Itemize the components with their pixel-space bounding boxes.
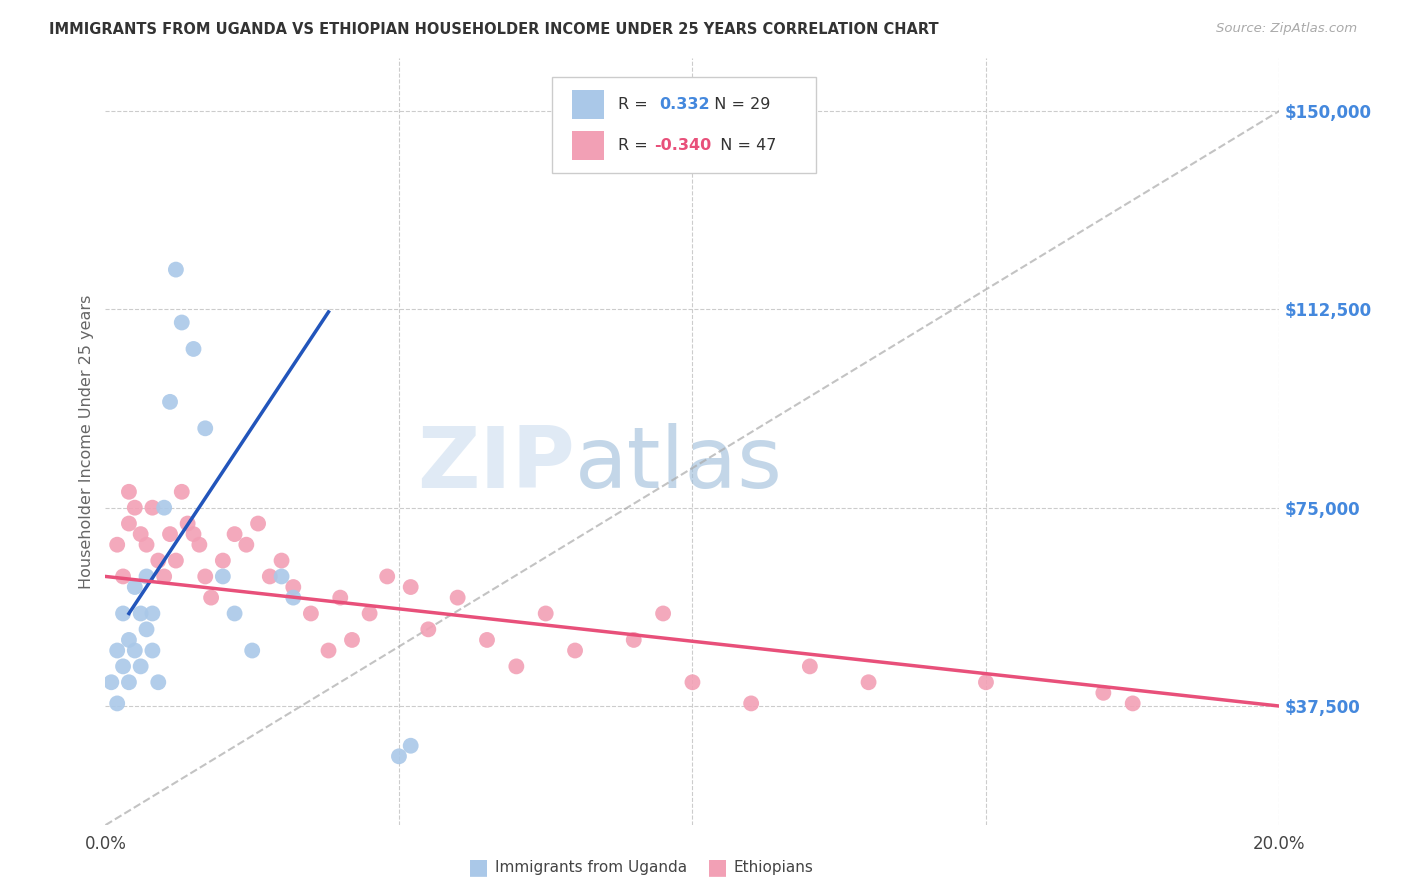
Point <box>1092 686 1115 700</box>
Point <box>118 516 141 531</box>
Text: ZIP: ZIP <box>418 423 575 506</box>
Point <box>375 569 398 583</box>
Point <box>534 607 557 621</box>
Point <box>183 527 205 541</box>
Text: R =: R = <box>619 138 654 153</box>
Point <box>259 569 281 583</box>
Point <box>447 591 470 605</box>
Point <box>240 643 263 657</box>
Point <box>112 659 135 673</box>
Point <box>283 591 305 605</box>
Point <box>359 607 381 621</box>
Point <box>564 643 586 657</box>
Point <box>159 395 181 409</box>
Point <box>124 643 146 657</box>
Point <box>135 569 157 583</box>
Text: R =: R = <box>619 97 658 112</box>
Text: IMMIGRANTS FROM UGANDA VS ETHIOPIAN HOUSEHOLDER INCOME UNDER 25 YEARS CORRELATIO: IMMIGRANTS FROM UGANDA VS ETHIOPIAN HOUS… <box>49 22 939 37</box>
Point <box>170 316 193 330</box>
Point <box>105 643 128 657</box>
Point <box>141 643 163 657</box>
Bar <box>571 90 605 120</box>
Text: -0.340: -0.340 <box>654 138 711 153</box>
Point <box>682 675 704 690</box>
Point <box>247 516 270 531</box>
Text: ■: ■ <box>707 857 727 877</box>
Point <box>270 553 292 567</box>
Point <box>100 675 122 690</box>
Point <box>165 553 187 567</box>
Point <box>135 623 157 637</box>
Point <box>129 527 152 541</box>
Point <box>129 659 152 673</box>
Point <box>112 569 135 583</box>
Point <box>194 569 217 583</box>
Point <box>235 538 257 552</box>
Point <box>283 580 305 594</box>
Point <box>170 484 193 499</box>
Point <box>388 749 411 764</box>
Point <box>211 553 233 567</box>
Text: Immigrants from Uganda: Immigrants from Uganda <box>495 860 688 874</box>
Point <box>124 500 146 515</box>
Point <box>740 697 762 711</box>
Point <box>194 421 217 435</box>
Point <box>858 675 880 690</box>
Text: N = 47: N = 47 <box>710 138 776 153</box>
Point <box>148 553 170 567</box>
Point <box>105 538 128 552</box>
Point <box>399 739 422 753</box>
Text: Source: ZipAtlas.com: Source: ZipAtlas.com <box>1216 22 1357 36</box>
Point <box>270 569 292 583</box>
Point <box>418 623 440 637</box>
Point <box>176 516 198 531</box>
Point <box>183 342 205 356</box>
Y-axis label: Householder Income Under 25 years: Householder Income Under 25 years <box>79 294 94 589</box>
Point <box>318 643 340 657</box>
Point <box>118 675 141 690</box>
Text: 0.332: 0.332 <box>659 97 710 112</box>
Point <box>399 580 422 594</box>
Point <box>129 607 152 621</box>
Point <box>211 569 233 583</box>
Point <box>141 500 163 515</box>
Point <box>974 675 997 690</box>
Text: atlas: atlas <box>575 423 783 506</box>
Point <box>329 591 352 605</box>
Point <box>224 527 246 541</box>
Point <box>340 632 363 647</box>
Point <box>124 580 146 594</box>
Text: N = 29: N = 29 <box>704 97 770 112</box>
Point <box>153 500 176 515</box>
Point <box>200 591 222 605</box>
Point <box>475 632 498 647</box>
FancyBboxPatch shape <box>551 77 815 173</box>
Point <box>153 569 176 583</box>
Point <box>799 659 821 673</box>
Text: ■: ■ <box>468 857 488 877</box>
Point <box>135 538 157 552</box>
Point <box>118 484 141 499</box>
Point <box>112 607 135 621</box>
Point <box>652 607 675 621</box>
Point <box>505 659 527 673</box>
Point <box>1122 697 1144 711</box>
Point <box>188 538 211 552</box>
Point <box>141 607 163 621</box>
Point <box>299 607 322 621</box>
Point <box>118 632 141 647</box>
Point <box>165 262 187 277</box>
Point <box>148 675 170 690</box>
Point <box>623 632 645 647</box>
Point <box>159 527 181 541</box>
Bar <box>571 131 605 160</box>
Point <box>224 607 246 621</box>
Text: Ethiopians: Ethiopians <box>734 860 814 874</box>
Point <box>105 697 128 711</box>
